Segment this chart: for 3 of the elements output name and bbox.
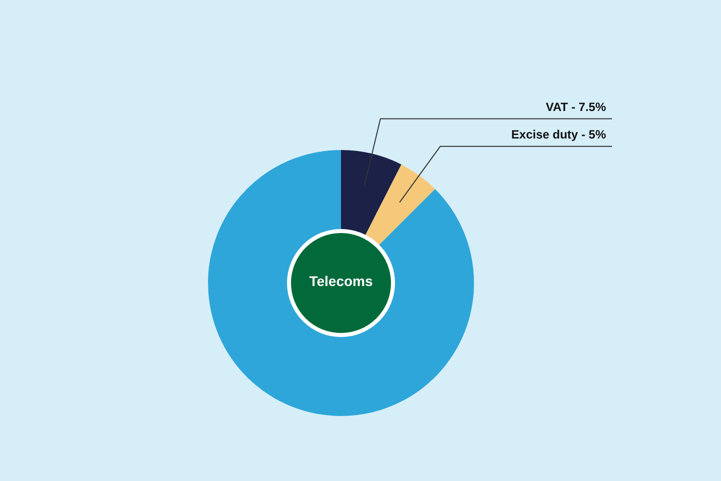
text: Telecoms — [308, 273, 374, 289]
slice-label: Excise duty - 5% — [511, 128, 606, 142]
slice-label: VAT - 7.5% — [546, 100, 606, 114]
